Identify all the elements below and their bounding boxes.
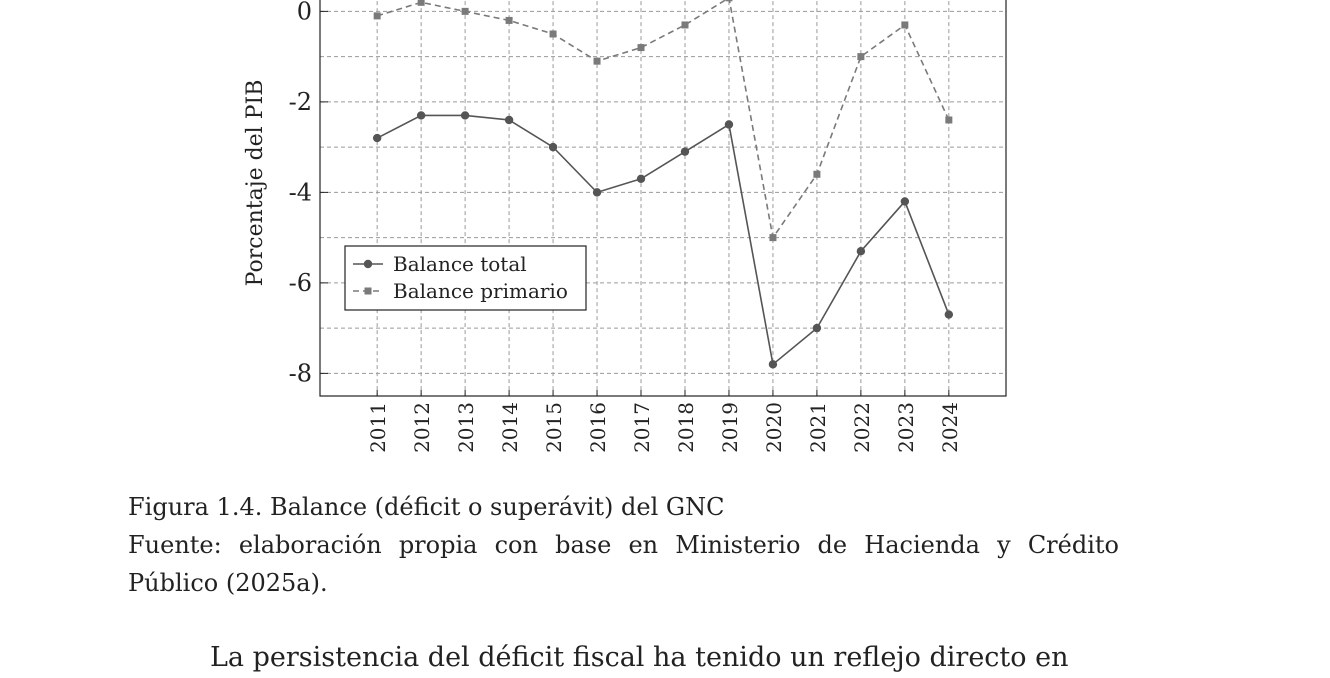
x-tick-label: 2023 [894, 402, 918, 453]
point [504, 115, 514, 125]
series-line [376, 0, 950, 240]
point [813, 170, 821, 178]
point [549, 30, 557, 38]
plot-frame [319, 0, 1007, 397]
point [945, 116, 953, 124]
point [856, 247, 866, 256]
y-axis-label: Porcentaje del PIB [243, 80, 268, 287]
point [944, 310, 954, 319]
point [592, 188, 602, 197]
point [593, 57, 601, 65]
point [769, 234, 777, 242]
legend-label: Balance total [393, 252, 527, 276]
point [681, 21, 689, 29]
legend-marker [363, 259, 373, 269]
point [373, 12, 381, 20]
x-tick-label: 2022 [850, 402, 874, 453]
y-tick-label: -8 [289, 359, 312, 387]
point [725, 0, 733, 2]
y-tick-label: -2 [289, 88, 312, 116]
x-tick-label: 2012 [410, 402, 434, 453]
point [857, 53, 865, 61]
legend-box [344, 245, 587, 311]
point [505, 16, 513, 24]
point [724, 120, 734, 129]
x-tick-label: 2016 [586, 402, 610, 453]
point [372, 133, 382, 143]
x-tick-label: 2015 [542, 402, 566, 453]
point [812, 323, 822, 333]
y-tick-label: -4 [289, 178, 312, 206]
legend-marker [364, 287, 372, 295]
x-tick-label: 2011 [366, 402, 390, 453]
x-tick-label: 2020 [762, 402, 786, 453]
series-line [376, 114, 950, 366]
x-tick-label: 2017 [630, 402, 654, 453]
legend-label: Balance primario [393, 279, 568, 303]
x-tick-label: 2021 [806, 402, 830, 453]
body-paragraph: La persistencia del déficit fiscal ha te… [210, 642, 1069, 673]
point [461, 7, 469, 15]
x-tick-label: 2014 [498, 402, 522, 453]
x-tick-label: 2024 [938, 402, 962, 453]
y-tick-label: -6 [289, 269, 312, 297]
point [900, 197, 910, 206]
point [548, 142, 558, 152]
point [768, 360, 778, 369]
point [460, 111, 470, 120]
point [417, 0, 425, 6]
figure-source: Fuente: elaboración propia con base en M… [128, 531, 1119, 597]
point [637, 44, 645, 52]
chart: Porcentaje del PIB -8 -6 -4 -2 0 2011 2012 2013… [243, 0, 1007, 453]
y-tick-label: 0 [297, 0, 312, 25]
x-tick-label: 2019 [718, 402, 742, 453]
x-tick-label: 2018 [674, 402, 698, 453]
point [636, 174, 646, 183]
figure-caption: Figura 1.4. Balance (déficit o superávit… [128, 493, 725, 521]
x-tick-label: 2013 [454, 402, 478, 453]
point [901, 21, 909, 29]
point [680, 147, 690, 156]
point [416, 111, 426, 120]
